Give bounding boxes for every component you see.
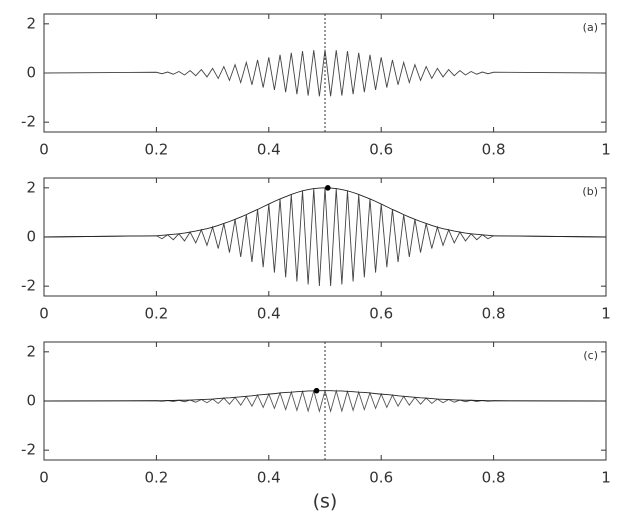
signal-line — [43, 49, 607, 97]
x-tick-label: 0.6 — [369, 469, 393, 487]
x-tick-label: 1 — [601, 305, 611, 323]
x-tick-label: 0 — [39, 469, 49, 487]
signal-line — [43, 187, 607, 286]
panel-label: (a) — [583, 21, 598, 34]
plot-frame — [43, 177, 607, 297]
x-tick-label: 0 — [39, 305, 49, 323]
x-tick-label: 0.8 — [482, 305, 506, 323]
y-tick-label: 2 — [26, 342, 36, 360]
x-tick-label: 0.2 — [144, 469, 168, 487]
y-tick-label: -2 — [21, 441, 36, 459]
signal-line — [43, 390, 607, 402]
y-tick-label: 2 — [26, 14, 36, 32]
y-tick-label: 0 — [26, 392, 36, 410]
y-tick-label: 0 — [26, 228, 36, 246]
x-tick-label: 0.4 — [257, 469, 281, 487]
x-tick-label: 0.2 — [144, 141, 168, 159]
y-tick-label: 2 — [26, 178, 36, 196]
y-tick-label: -2 — [21, 113, 36, 131]
x-tick-label: 0.2 — [144, 305, 168, 323]
x-axis-label: (s) — [313, 491, 338, 513]
y-tick-label: -2 — [21, 277, 36, 295]
x-tick-label: 0.4 — [257, 305, 281, 323]
x-tick-label: 1 — [601, 141, 611, 159]
peak-marker — [313, 387, 320, 394]
peak-marker — [325, 185, 331, 191]
signal-line — [43, 187, 607, 238]
x-tick-label: 1 — [601, 469, 611, 487]
panel-label: (b) — [582, 185, 598, 198]
panel-label: (c) — [583, 349, 598, 362]
x-tick-label: 0 — [39, 141, 49, 159]
x-tick-label: 0.8 — [482, 469, 506, 487]
x-tick-label: 0.6 — [369, 141, 393, 159]
x-tick-label: 0.4 — [257, 141, 281, 159]
x-tick-label: 0.6 — [369, 305, 393, 323]
y-tick-label: 0 — [26, 64, 36, 82]
x-tick-label: 0.8 — [482, 141, 506, 159]
